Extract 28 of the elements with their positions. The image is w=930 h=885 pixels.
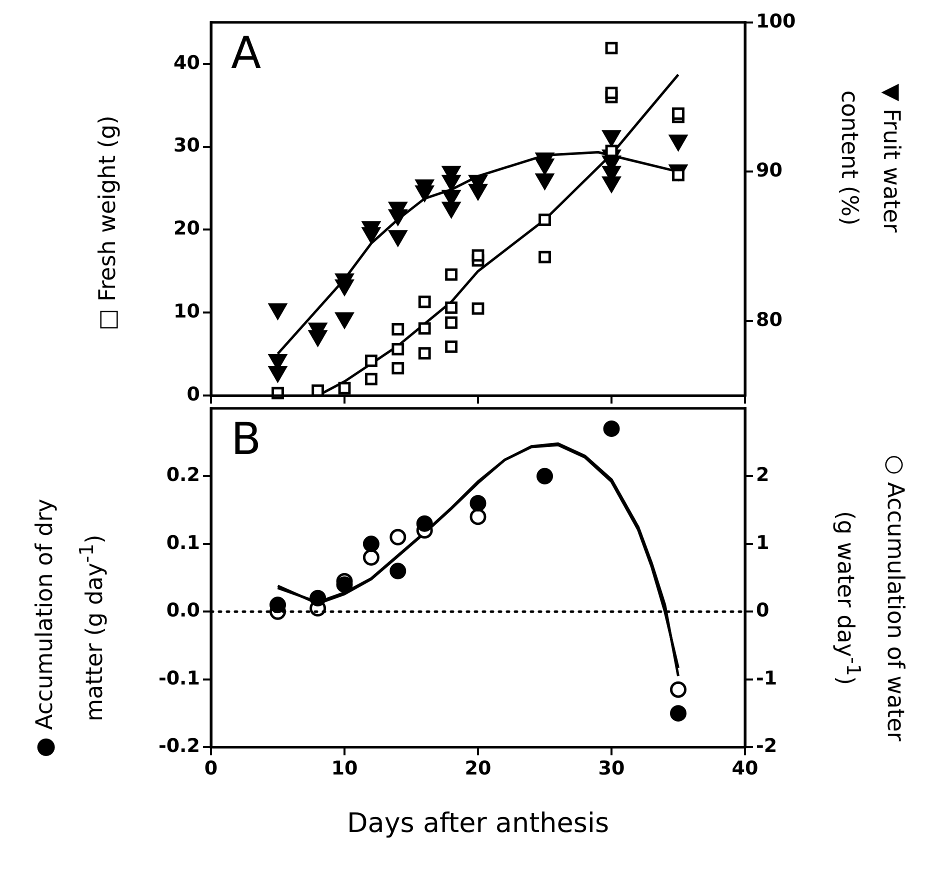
y-tick-label: 40: [174, 52, 200, 74]
y2-tick-label: -2: [756, 735, 778, 758]
y-tick-label: 10: [174, 300, 200, 323]
y2-tick-label: -1: [756, 667, 778, 690]
y2-tick-label: 1: [756, 532, 770, 554]
y2-tick-label: 80: [756, 308, 782, 331]
x-tick-label: 30: [598, 758, 625, 780]
x-tick-label: 20: [464, 758, 492, 780]
y2-tick-label: 2: [756, 464, 770, 486]
y-tick-label: -0.1: [158, 667, 200, 690]
x-tick-label: 10: [331, 758, 358, 780]
x-tick-label: 40: [732, 758, 758, 780]
y-tick-label: -0.2: [158, 735, 200, 758]
x-axis-title: Days after anthesis: [346, 808, 610, 839]
y-tick-label: 30: [174, 134, 200, 157]
x-tick-label: 0: [204, 758, 218, 780]
y-tick-label: 0: [186, 384, 200, 406]
annotation: B: [231, 414, 262, 465]
y-tick-label: 0.1: [166, 532, 200, 554]
y2-tick-label: 100: [756, 10, 796, 32]
y2-tick-label: 90: [756, 160, 782, 182]
y-tick-label: 20: [174, 218, 200, 240]
y-axis-title: □ Fresh weight (g): [94, 114, 122, 332]
y2-tick-label: 0: [756, 600, 770, 622]
y-tick-label: 0.2: [166, 464, 200, 486]
y-tick-label: 0.0: [166, 600, 200, 622]
annotation: A: [231, 28, 262, 79]
y2-axis-title: ▼ Fruit water content (%): [835, 82, 905, 234]
